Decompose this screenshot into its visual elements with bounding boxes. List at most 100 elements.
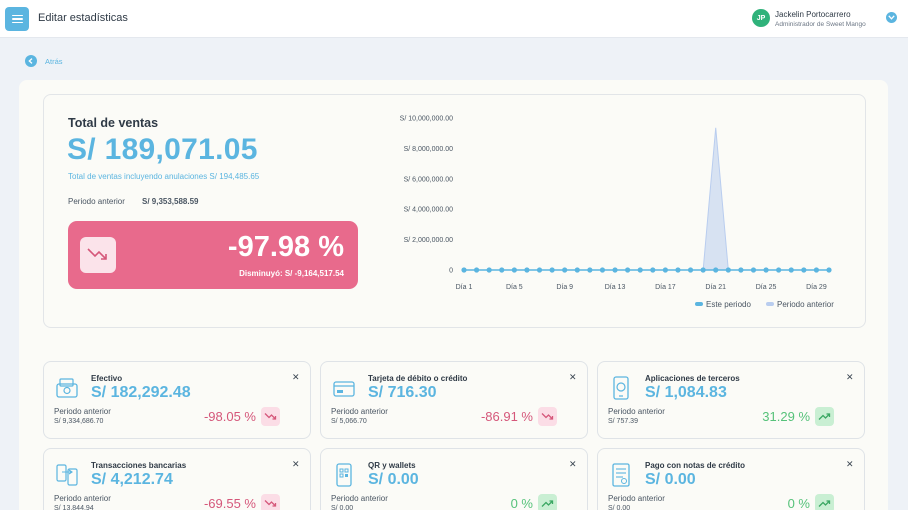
trend-badge (538, 407, 557, 426)
avatar[interactable]: JP (752, 9, 770, 27)
previous-period-label: Periodo anterior (54, 494, 111, 503)
data-point[interactable] (599, 267, 606, 273)
previous-period-value: S/ 9,334,686.70 (54, 418, 104, 425)
previous-period-label: Periodo anterior (331, 407, 388, 416)
back-button[interactable] (25, 55, 37, 67)
close-icon[interactable]: ✕ (846, 459, 854, 469)
data-point[interactable] (625, 267, 631, 273)
menu-button[interactable] (5, 7, 29, 31)
payment-method-card: Transacciones bancarias ✕ S/ 4,212.74 Perio… (43, 448, 311, 510)
data-point[interactable] (662, 267, 668, 273)
previous-period-label: Periodo anterior (331, 494, 388, 503)
data-point[interactable] (536, 267, 543, 273)
previous-period-value: S/ 757.39 (608, 418, 638, 425)
legend-label[interactable]: Periodo anterior (777, 300, 834, 309)
x-tick-label: Día 21 (705, 284, 726, 291)
previous-period-label: Periodo anterior (68, 197, 125, 206)
y-tick-label: S/ 6,000,000.00 (404, 176, 454, 183)
data-point[interactable] (461, 267, 467, 273)
legend-label[interactable]: Este periodo (706, 300, 751, 309)
data-point[interactable] (511, 267, 517, 273)
close-icon[interactable]: ✕ (846, 372, 854, 382)
card-icon (333, 375, 355, 401)
y-tick-label: S/ 2,000,000.00 (404, 237, 454, 244)
credit-note-icon (610, 462, 632, 488)
method-name: Efectivo (91, 374, 123, 383)
close-icon[interactable]: ✕ (569, 372, 577, 382)
trend-down-icon (264, 500, 277, 507)
payment-method-card: Efectivo ✕ S/ 182,292.48 Periodo anterior S/… (43, 361, 311, 439)
data-point[interactable] (826, 267, 832, 273)
chevron-down-icon (888, 15, 895, 20)
data-point[interactable] (750, 267, 757, 273)
data-point[interactable] (813, 267, 820, 273)
data-point[interactable] (612, 267, 618, 273)
data-point[interactable] (549, 267, 555, 273)
y-tick-label: S/ 8,000,000.00 (404, 146, 454, 153)
trend-badge (815, 407, 834, 426)
cash-icon (56, 375, 78, 401)
method-change-percentage: 31.29 % (762, 409, 810, 424)
series-line-periodo-anterior (464, 127, 829, 271)
previous-period-value: S/ 5,066.70 (331, 418, 367, 425)
data-point[interactable] (725, 267, 731, 273)
x-tick-label: Día 29 (806, 284, 827, 291)
data-point[interactable] (700, 267, 706, 273)
trend-badge (261, 494, 280, 510)
previous-period-label: Periodo anterior (608, 407, 665, 416)
sales-chart: 0 S/ 2,000,000.00 S/ 4,000,000.00 S/ 6,000,… (387, 108, 857, 318)
method-amount: S/ 0.00 (645, 471, 696, 488)
method-name: QR y wallets (368, 461, 416, 470)
previous-period-value: S/ 0.00 (331, 505, 354, 510)
data-point[interactable] (574, 267, 580, 273)
legend-swatch (766, 302, 774, 306)
data-point[interactable] (650, 267, 656, 273)
trend-up-icon (818, 500, 831, 507)
close-icon[interactable]: ✕ (292, 372, 300, 382)
change-amount: Disminuyó: S/ -9,164,517.54 (239, 269, 344, 278)
trend-down-icon (80, 237, 116, 273)
data-point[interactable] (524, 267, 530, 273)
data-point[interactable] (776, 267, 782, 273)
bank-transfer-icon (56, 462, 78, 488)
chevron-left-icon (28, 58, 33, 64)
data-point[interactable] (499, 267, 505, 273)
trend-down-icon (264, 413, 277, 420)
data-point[interactable] (738, 267, 744, 273)
trend-up-icon (818, 413, 831, 420)
data-point[interactable] (763, 267, 769, 273)
trend-badge (261, 407, 280, 426)
y-tick-label: S/ 10,000,000.00 (400, 116, 453, 123)
user-menu-toggle[interactable] (886, 12, 897, 23)
data-point[interactable] (473, 267, 480, 273)
total-with-cancellations: Total de ventas incluyendo anulaciones S… (68, 172, 260, 181)
payment-method-card: Tarjeta de débito o crédito ✕ S/ 716.30 Per… (320, 361, 588, 439)
page-title: Editar estadísticas (38, 12, 128, 24)
method-amount: S/ 4,212.74 (91, 471, 173, 488)
x-tick-label: Día 13 (605, 284, 626, 291)
x-tick-label: Día 17 (655, 284, 676, 291)
data-point[interactable] (801, 267, 807, 273)
close-icon[interactable]: ✕ (292, 459, 300, 469)
user-name[interactable]: Jackelin Portocarrero (775, 10, 851, 19)
back-link[interactable]: Atrás (25, 55, 63, 67)
data-point[interactable] (713, 267, 719, 273)
data-point[interactable] (637, 267, 643, 273)
y-tick-label: 0 (449, 268, 453, 275)
trend-badge (815, 494, 834, 510)
legend-swatch (695, 302, 703, 306)
data-point[interactable] (562, 267, 568, 273)
data-point[interactable] (687, 267, 694, 273)
data-point[interactable] (788, 267, 794, 273)
close-icon[interactable]: ✕ (569, 459, 577, 469)
method-change-percentage: -86.91 % (480, 409, 533, 424)
sales-summary-card: Total de ventas S/ 189,071.05 Total de v… (43, 94, 866, 328)
method-amount: S/ 182,292.48 (91, 384, 191, 401)
data-point[interactable] (675, 267, 681, 273)
method-change-percentage: 0 % (787, 496, 810, 510)
method-change-percentage: -69.55 % (203, 496, 256, 510)
x-tick-label: Día 25 (756, 284, 777, 291)
data-point[interactable] (587, 267, 593, 273)
phone-app-icon (610, 375, 632, 401)
data-point[interactable] (486, 267, 492, 273)
